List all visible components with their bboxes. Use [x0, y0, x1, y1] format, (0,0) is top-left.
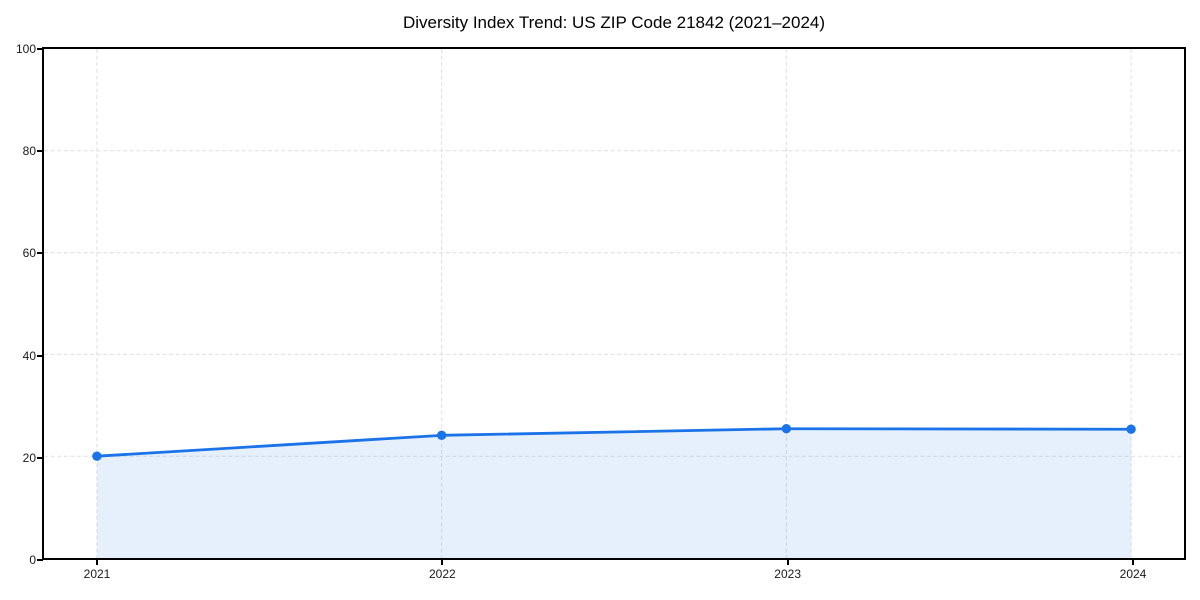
x-tick-mark — [786, 559, 789, 565]
trend-line — [95, 427, 1133, 458]
y-tick-label: 100 — [15, 42, 36, 56]
x-tick-mark — [1132, 559, 1134, 565]
x-tick-label: 2023 — [774, 567, 801, 581]
x-tick-mark — [441, 559, 444, 565]
data-point-marker — [92, 451, 102, 461]
y-tick-mark — [37, 48, 43, 50]
y-tick-label: 60 — [22, 246, 36, 261]
data-point-marker — [1126, 424, 1136, 434]
y-tick-mark — [37, 354, 43, 357]
y-tick-mark — [37, 252, 43, 255]
y-tick-mark — [37, 456, 43, 459]
y-tick-label: 0 — [29, 553, 36, 567]
y-tick-label: 80 — [22, 144, 36, 159]
data-point-marker — [436, 430, 447, 441]
area-fill — [96, 428, 1132, 558]
y-tick-mark — [37, 559, 43, 561]
x-tick-mark — [96, 559, 98, 565]
y-tick-mark — [37, 150, 43, 153]
plot-area — [42, 47, 1186, 560]
data-point-marker — [781, 424, 792, 434]
chart-title: Diversity Index Trend: US ZIP Code 21842… — [402, 13, 826, 32]
x-tick-label: 2022 — [428, 567, 456, 581]
plot-canvas — [44, 49, 1184, 558]
x-tick-label: 2021 — [83, 567, 111, 581]
y-tick-label: 40 — [22, 348, 36, 363]
y-tick-label: 20 — [22, 450, 36, 465]
x-tick-label: 2024 — [1119, 567, 1147, 581]
